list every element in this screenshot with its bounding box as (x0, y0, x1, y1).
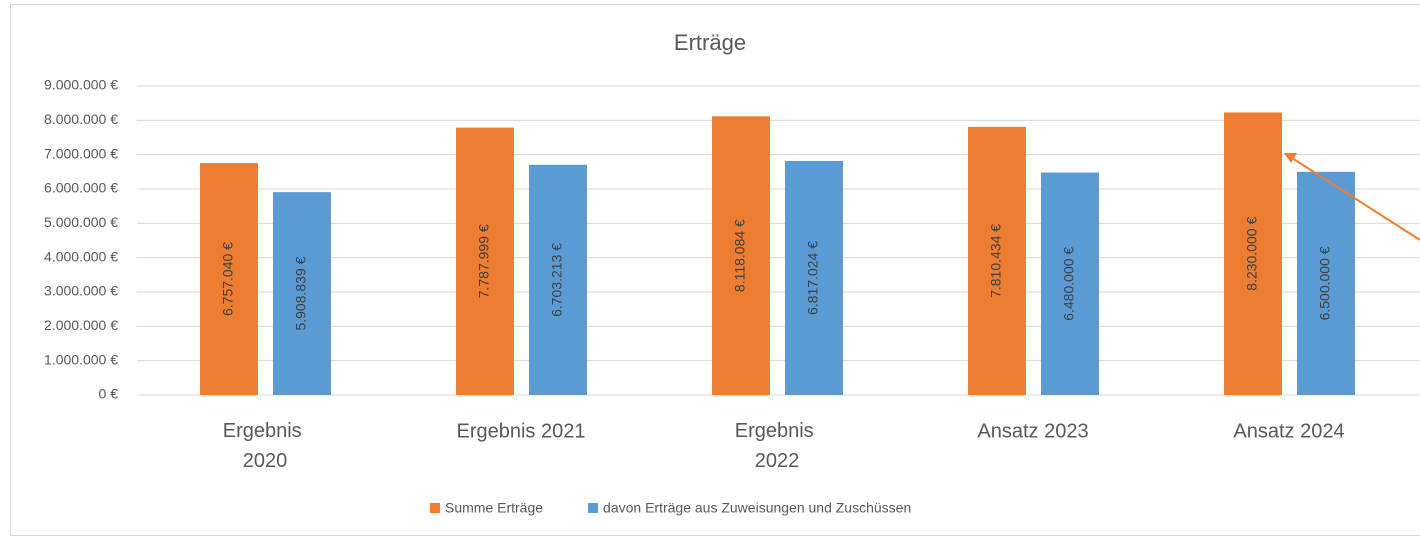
bar (456, 127, 514, 396)
y-tick-label: 9.000.000 € (44, 77, 118, 93)
x-tick-label: Ansatz 2024 (1233, 420, 1344, 442)
y-tick-label: 5.000.000 € (44, 214, 118, 230)
y-tick-label: 0 € (99, 386, 119, 402)
chart-title: Erträge (674, 30, 746, 55)
annotation-arrow (1291, 157, 1420, 241)
y-tick-label: 8.000.000 € (44, 111, 118, 127)
bar (712, 116, 770, 395)
data-label: 6.703.213 € (549, 243, 565, 317)
legend-label: davon Erträge aus Zuweisungen und Zuschü… (603, 500, 911, 516)
data-label: 8.230.000 € (1244, 217, 1260, 291)
y-tick-label: 7.000.000 € (44, 145, 118, 161)
y-tick-label: 3.000.000 € (44, 283, 118, 299)
data-label: 7.787.999 € (476, 224, 492, 298)
legend-swatch (430, 503, 440, 513)
data-label: 6.817.024 € (805, 241, 821, 315)
legend-label: Summe Erträge (445, 500, 543, 516)
annotation-arrowhead (1284, 153, 1297, 163)
bar (200, 163, 258, 395)
legend-swatch (588, 503, 599, 513)
data-label: 6.757.040 € (220, 242, 236, 316)
bar (1041, 172, 1099, 395)
bar (1297, 171, 1355, 395)
bar (1224, 112, 1282, 395)
bar (529, 164, 587, 395)
y-tick-label: 6.000.000 € (44, 180, 118, 196)
x-tick-label: Ergebnis 2021 (457, 420, 586, 442)
data-label: 7.810.434 € (988, 224, 1004, 298)
data-label: 6.480.000 € (1061, 247, 1077, 321)
bar (785, 160, 843, 395)
data-label: 5.908.839 € (293, 256, 309, 330)
x-tick-label: Ergebnis 2022 (735, 420, 820, 472)
bar (273, 192, 331, 395)
x-tick-label: Ansatz 2023 (977, 420, 1088, 442)
y-tick-label: 1.000.000 € (44, 351, 118, 367)
x-tick-label: Ergebnis 2020 (223, 420, 308, 472)
data-label: 8.118.084 € (732, 219, 748, 292)
y-tick-label: 4.000.000 € (44, 248, 118, 264)
y-tick-label: 2.000.000 € (44, 317, 118, 333)
bar (968, 126, 1026, 395)
data-label: 6.500.000 € (1317, 246, 1333, 320)
